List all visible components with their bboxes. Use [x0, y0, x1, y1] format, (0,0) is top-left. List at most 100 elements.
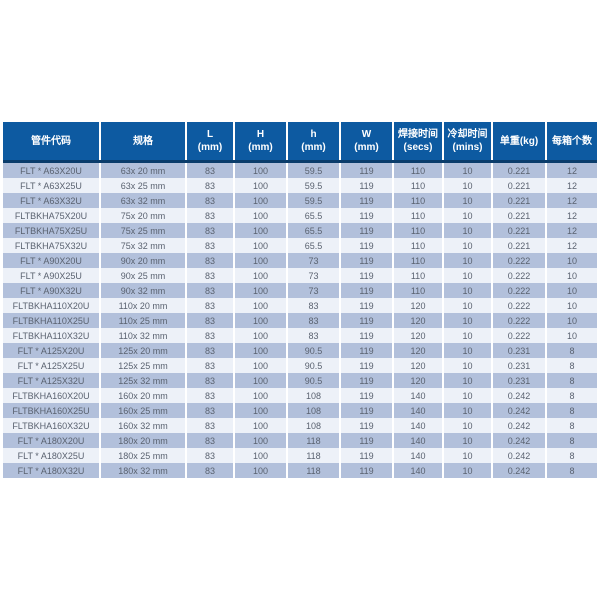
table-cell: 100	[234, 223, 288, 238]
table-cell: 10	[443, 283, 493, 298]
table-cell: 119	[340, 238, 394, 253]
table-cell: 83	[186, 343, 235, 358]
table-row: FLT * A90X25U 90x 25 mm 83 100 73 119 110 10 0.2…	[3, 268, 597, 283]
table-cell: FLTBKHA160X25U	[3, 403, 101, 418]
col-header-h-mm: h (mm)	[287, 122, 341, 163]
pipe-fitting-spec-table: 管件代码 规格 L (mm) H (mm) h (mm)	[3, 122, 597, 478]
table-cell: FLTBKHA160X32U	[3, 418, 101, 433]
table-cell: 75x 32 mm	[100, 238, 187, 253]
table-cell: 83	[186, 328, 235, 343]
table-cell: FLT * A90X32U	[3, 283, 101, 298]
table-cell: 0.242	[492, 433, 547, 448]
table-cell: 119	[340, 373, 394, 388]
table-cell: 83	[186, 268, 235, 283]
table-cell: 10	[443, 418, 493, 433]
table-cell: 100	[234, 433, 288, 448]
table-cell: 119	[340, 161, 394, 178]
col-header-cool-time: 冷却时间 (mins)	[443, 122, 493, 163]
table-cell: 63x 32 mm	[100, 193, 187, 208]
col-header-H-mm: H (mm)	[234, 122, 288, 163]
table-cell: 0.242	[492, 463, 547, 478]
table-cell: 8	[569, 405, 575, 416]
table-cell: 120	[393, 343, 444, 358]
table-cell: 8	[569, 360, 575, 371]
table-cell: 0.242	[492, 448, 547, 463]
table-cell: 100	[234, 328, 288, 343]
table-cell: 119	[340, 448, 394, 463]
table-cell: 10	[443, 161, 493, 178]
table-cell: FLT * A180X25U	[3, 448, 101, 463]
table-cell: 100	[234, 448, 288, 463]
table-cell: 8	[569, 450, 575, 461]
table-cell: 110	[393, 193, 444, 208]
table-cell: 65.5	[287, 238, 341, 253]
table-cell: 83	[186, 161, 235, 178]
table-cell: 0.242	[492, 403, 547, 418]
table-cell: 0.221	[492, 223, 547, 238]
table-cell: 73	[287, 268, 341, 283]
table-cell: 10	[443, 208, 493, 223]
table-cell: 0.242	[492, 388, 547, 403]
table-cell: FLTBKHA110X32U	[3, 328, 101, 343]
table-cell: 100	[234, 238, 288, 253]
col-header-pipe-code: 管件代码	[3, 122, 101, 163]
table-cell: 118	[287, 433, 341, 448]
table-cell: 10	[443, 193, 493, 208]
table-cell: 83	[186, 358, 235, 373]
table-row: FLT * A125X32U 125x 32 mm 83 100 90.5 119 120 1…	[3, 373, 597, 388]
table-cell: 83	[186, 283, 235, 298]
table-cell: FLT * A125X20U	[3, 343, 101, 358]
table-row: FLTBKHA160X25U 160x 25 mm 83 100 108 119 140 10…	[3, 403, 597, 418]
table-cell: 8	[569, 420, 575, 431]
table-cell: 119	[340, 463, 394, 478]
table-cell: 110	[393, 283, 444, 298]
table-cell: 90x 20 mm	[100, 253, 187, 268]
table-row: FLT * A63X20U 63x 20 mm 83 100 59.5 119 110 10 0…	[3, 161, 597, 178]
table-cell: 110x 32 mm	[100, 328, 187, 343]
table-cell: 119	[340, 208, 394, 223]
table-cell: 65.5	[287, 223, 341, 238]
table-cell: 110	[393, 208, 444, 223]
table-cell: 0.221	[492, 238, 547, 253]
header-sub: (secs)	[403, 142, 433, 153]
table-cell: 140	[393, 463, 444, 478]
table-cell: 110x 25 mm	[100, 313, 187, 328]
table-row: FLT * A63X25U 63x 25 mm 83 100 59.5 119 110 10 0…	[3, 178, 597, 193]
table-cell: 83	[287, 313, 341, 328]
table-cell: 10	[566, 315, 577, 326]
table-cell: 100	[234, 313, 288, 328]
table-row: FLTBKHA75X20U 75x 20 mm 83 100 65.5 119 110 10 0…	[3, 208, 597, 223]
table-cell: 160x 32 mm	[100, 418, 187, 433]
table-cell: 10	[566, 270, 577, 281]
table-cell: 119	[340, 268, 394, 283]
header-sub: (mm)	[301, 142, 326, 153]
header-sub: (mm)	[354, 142, 379, 153]
table-row: FLT * A125X20U 125x 20 mm 83 100 90.5 119 120 1…	[3, 343, 597, 358]
header-label: 焊接时间	[398, 129, 438, 140]
col-header-spec: 规格	[100, 122, 187, 163]
table-cell: 83	[186, 388, 235, 403]
col-header-weld-time: 焊接时间 (secs)	[393, 122, 444, 163]
table-cell: 10	[566, 300, 577, 311]
table-cell: 12	[566, 210, 577, 221]
table-cell: FLT * A90X20U	[3, 253, 101, 268]
table-cell: 10	[443, 433, 493, 448]
table-cell: 75x 25 mm	[100, 223, 187, 238]
table-cell: 125x 25 mm	[100, 358, 187, 373]
table-cell: 110	[393, 253, 444, 268]
table-row: FLTBKHA110X20U 110x 20 mm 83 100 83 119 120 10 0…	[3, 298, 597, 313]
table-cell: FLT * A63X25U	[3, 178, 101, 193]
table-cell: 119	[340, 223, 394, 238]
table-cell: 120	[393, 328, 444, 343]
table-cell: 0.231	[492, 358, 547, 373]
table-cell: 83	[186, 208, 235, 223]
table-cell: 118	[287, 463, 341, 478]
table-cell: 100	[234, 178, 288, 193]
table-row: FLT * A90X20U 90x 20 mm 83 100 73 119 110 10 0.2…	[3, 253, 597, 268]
table-cell: 100	[234, 373, 288, 388]
table-cell: 119	[340, 418, 394, 433]
table-cell: 0.242	[492, 418, 547, 433]
table-cell: 8	[569, 435, 575, 446]
table-cell: 90x 32 mm	[100, 283, 187, 298]
table-cell: FLTBKHA75X32U	[3, 238, 101, 253]
